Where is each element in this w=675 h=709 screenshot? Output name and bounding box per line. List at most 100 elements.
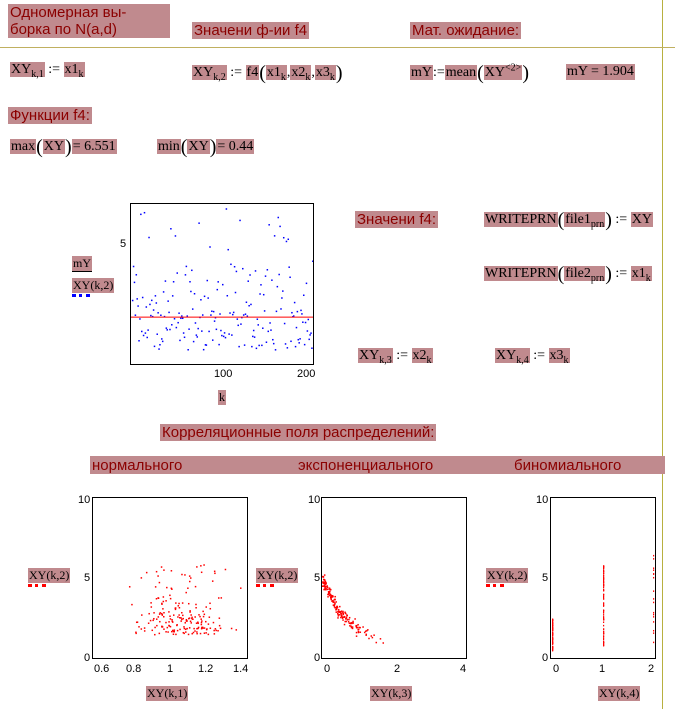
main-point xyxy=(270,329,272,331)
main-point xyxy=(217,281,219,283)
exponential-point xyxy=(325,583,327,585)
exponential-point xyxy=(345,618,347,620)
exponential-point xyxy=(342,613,345,616)
binomial-scatter-plot[interactable] xyxy=(550,497,656,659)
normal-point xyxy=(135,632,137,635)
exponential-point xyxy=(350,625,352,628)
normal-scatter-plot[interactable] xyxy=(92,497,248,659)
writeprn1-formula[interactable]: WRITEPRN(file1prn) := XY xyxy=(484,209,653,231)
normal-point xyxy=(190,622,193,624)
max-formula[interactable]: max(XY)= 6.551 xyxy=(10,136,117,158)
normal-point xyxy=(188,617,191,619)
normal-point xyxy=(161,603,163,605)
main-point xyxy=(302,321,304,323)
main-point xyxy=(305,282,308,285)
main-point xyxy=(155,302,158,304)
exponential-point xyxy=(322,582,324,584)
exponential-point xyxy=(342,610,344,613)
normal-point xyxy=(169,615,171,617)
exponential-point xyxy=(370,635,373,637)
main-point xyxy=(256,318,259,320)
main-point xyxy=(145,306,148,308)
xy2-formula[interactable]: XYk,2 := f4(x1k,x2k,x3k) xyxy=(192,62,343,84)
min-formula[interactable]: min(XY)= 0.44 xyxy=(157,136,255,158)
normal-ytick-0: 0 xyxy=(84,652,91,664)
normal-point xyxy=(179,628,181,631)
normal-point xyxy=(175,602,177,604)
main-point xyxy=(150,314,152,317)
binomial-point xyxy=(603,621,605,623)
writeprn2-formula[interactable]: WRITEPRN(file2prn) := x1k xyxy=(484,263,652,285)
exponential-point xyxy=(349,625,351,627)
normal-point xyxy=(191,617,193,620)
main-point xyxy=(137,305,139,307)
xy3-formula[interactable]: XYk,3 := x2k xyxy=(358,348,433,366)
main-point xyxy=(214,316,217,319)
expectation-header: Мат. ожидание: xyxy=(410,22,522,39)
exponential-point xyxy=(335,601,337,603)
binomial-xtick-0: 0 xyxy=(553,663,560,675)
main-point xyxy=(296,310,299,313)
main-point xyxy=(234,291,237,294)
main-point xyxy=(200,299,202,301)
main-point xyxy=(204,344,207,346)
binomial-point xyxy=(653,590,655,592)
main-point xyxy=(272,342,275,345)
normal-point xyxy=(161,626,164,628)
normal-point xyxy=(182,614,184,617)
main-point xyxy=(187,349,189,351)
normal-point xyxy=(208,616,211,618)
normal-xtick-1.4: 1.4 xyxy=(233,663,249,675)
normal-point xyxy=(162,596,165,598)
binomial-point xyxy=(603,569,605,571)
exponential-point xyxy=(328,592,330,595)
normal-point xyxy=(153,612,155,614)
normal-point xyxy=(218,617,221,619)
normal-point xyxy=(143,627,146,629)
normal-point xyxy=(172,629,174,632)
main-point xyxy=(255,347,258,350)
normal-point xyxy=(152,619,154,622)
normal-point xyxy=(182,631,185,634)
binomial-point xyxy=(653,641,655,644)
exponential-point xyxy=(337,609,340,611)
main-scatter-svg xyxy=(131,208,315,351)
normal-point xyxy=(188,617,190,620)
exponential-point xyxy=(329,590,331,593)
exponential-scatter-plot[interactable] xyxy=(321,497,467,659)
exponential-label: экспоненциального xyxy=(298,457,434,474)
exponential-point xyxy=(351,627,354,630)
main-point xyxy=(181,317,184,320)
main-ytick-5: 5 xyxy=(120,238,127,250)
main-point xyxy=(164,280,167,282)
mean-formula[interactable]: mY:=mean(XY<2>) xyxy=(410,62,529,84)
main-point xyxy=(219,313,221,315)
normal-point xyxy=(148,612,150,615)
binomial-point xyxy=(552,638,554,640)
main-point xyxy=(232,313,234,316)
normal-point xyxy=(213,570,216,573)
normal-point xyxy=(183,632,185,635)
main-point xyxy=(135,274,138,276)
normal-point xyxy=(211,580,214,582)
mean-result[interactable]: mY = 1.904 xyxy=(566,64,635,80)
main-point xyxy=(303,343,306,346)
normal-point xyxy=(186,627,188,630)
normal-point xyxy=(217,597,220,599)
main-point xyxy=(306,330,309,332)
binomial-point xyxy=(653,629,655,632)
normal-point xyxy=(157,616,160,618)
main-scatter-plot[interactable] xyxy=(130,203,315,365)
normal-point xyxy=(154,626,156,629)
normal-point xyxy=(177,605,180,607)
binomial-point xyxy=(603,643,605,645)
normal-ytick-10: 10 xyxy=(78,494,91,506)
exponential-point xyxy=(330,595,333,597)
normal-point xyxy=(201,626,204,629)
f4-values-header-2: Значени f4: xyxy=(355,211,439,228)
main-legend-blue-dots xyxy=(72,294,90,297)
normal-point xyxy=(165,600,167,602)
main-point xyxy=(251,345,253,348)
xy1-formula[interactable]: XYk,1 := x1k xyxy=(10,62,85,80)
xy4-formula[interactable]: XYk,4 := x3k xyxy=(495,348,570,366)
